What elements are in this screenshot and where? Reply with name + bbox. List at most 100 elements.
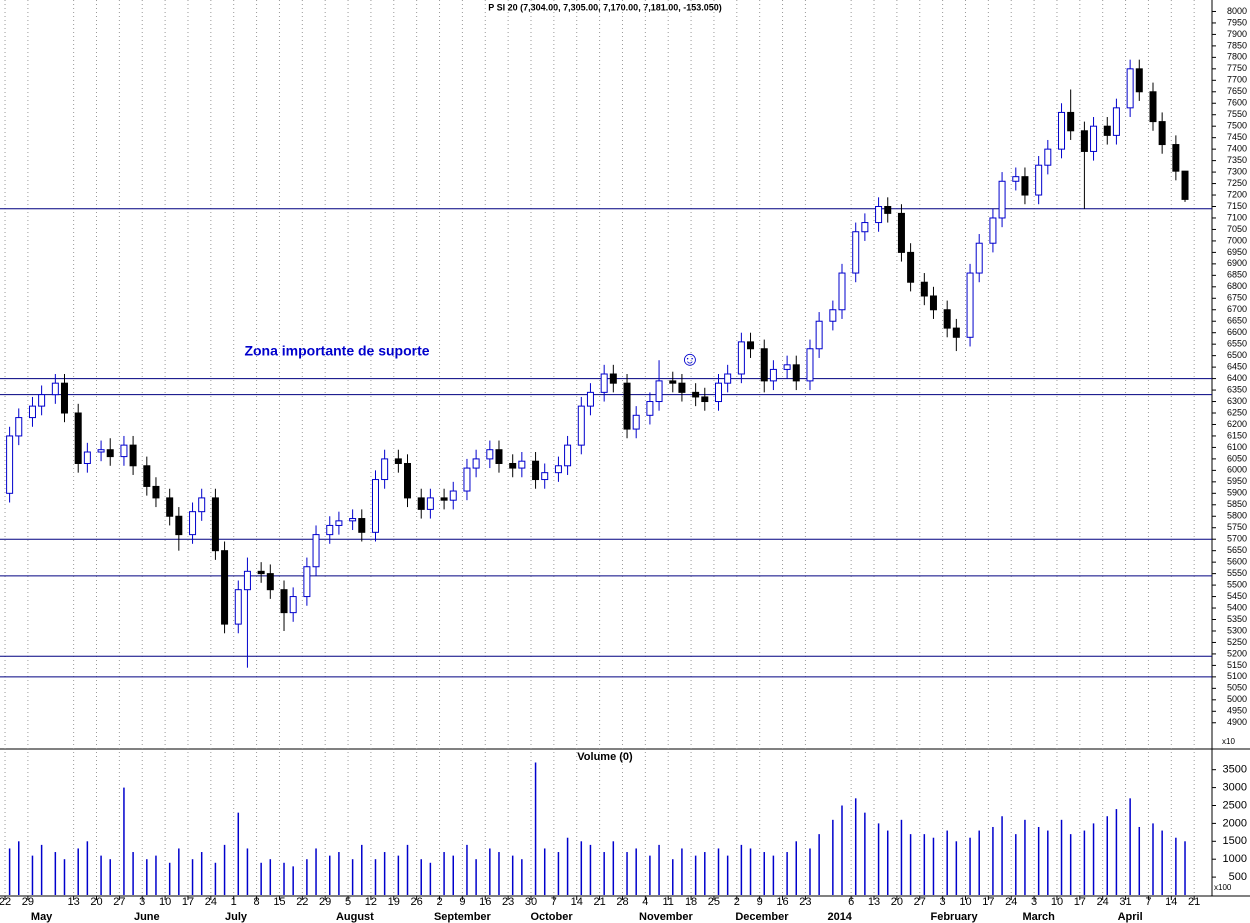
candle-body — [381, 458, 389, 481]
candle-body — [1058, 111, 1066, 150]
annotation: Zona importante de suporte — [244, 343, 429, 359]
month-label: October — [530, 911, 573, 923]
candle-body — [404, 462, 412, 499]
y-tick-label: 500 — [1229, 871, 1247, 883]
y-tick-label: 5100 — [1227, 671, 1247, 681]
y-tick-label: 6000 — [1227, 465, 1247, 475]
y-tick-label: 7450 — [1227, 132, 1247, 142]
month-label: December — [735, 911, 789, 923]
x-tick-label: 4 — [642, 896, 648, 908]
candle-body — [38, 394, 46, 407]
month-label: August — [336, 911, 374, 923]
y-tick-label: 6800 — [1227, 281, 1247, 291]
y-tick-label: 5350 — [1227, 614, 1247, 624]
month-label: November — [639, 911, 694, 923]
x-tick-label: 16 — [479, 896, 491, 908]
candle-body — [486, 449, 494, 460]
y-tick-label: 5000 — [1227, 694, 1247, 704]
candle-body — [426, 497, 434, 510]
y-tick-label: 4950 — [1227, 706, 1247, 716]
candle-body — [564, 444, 572, 467]
x-tick-label: 17 — [182, 896, 194, 908]
candle-body — [120, 444, 128, 458]
candle-body — [769, 368, 777, 382]
y-tick-label: 6350 — [1227, 384, 1247, 394]
x-tick-label: 1 — [231, 896, 237, 908]
y-tick-label: 5400 — [1227, 602, 1247, 612]
month-label: May — [31, 911, 53, 923]
y-tick-label: 5300 — [1227, 625, 1247, 635]
candle-body — [861, 222, 869, 233]
x-tick-label: 3 — [139, 896, 145, 908]
candle-body — [989, 217, 997, 244]
candle-body — [106, 449, 114, 458]
y-tick-label: 5050 — [1227, 683, 1247, 693]
candle-body — [358, 518, 366, 533]
x-tick-label: 24 — [1005, 896, 1017, 908]
candle-body — [1149, 91, 1157, 123]
x-tick-label: 14 — [1165, 896, 1177, 908]
x-tick-label: 7 — [1145, 896, 1151, 908]
candle-body — [884, 206, 892, 214]
candle-body — [129, 444, 137, 467]
candle-body — [747, 341, 755, 350]
y-tick-label: 6600 — [1227, 327, 1247, 337]
candle-body — [335, 520, 343, 526]
x-tick-label: 10 — [159, 896, 171, 908]
x-tick-label: 11 — [662, 896, 673, 908]
x-tick-label: 21 — [1188, 896, 1200, 908]
candle-body — [175, 515, 183, 536]
candle-body — [815, 320, 823, 350]
y-tick-label: 5650 — [1227, 545, 1247, 555]
y-tick-label: 6900 — [1227, 258, 1247, 268]
x-tick-label: 19 — [388, 896, 400, 908]
x-tick-label: 13 — [868, 896, 880, 908]
candle-body — [280, 589, 288, 614]
y-tick-label: 7550 — [1227, 109, 1247, 119]
candle-body — [541, 472, 549, 481]
x-tick-label: 15 — [273, 896, 285, 908]
y-tick-label: 2000 — [1223, 817, 1247, 829]
candle-body — [463, 467, 471, 492]
y-tick-label: 7100 — [1227, 212, 1247, 222]
y-tick-label: 6450 — [1227, 361, 1247, 371]
candle-body — [449, 490, 457, 501]
y-tick-label: 6250 — [1227, 407, 1247, 417]
candle-body — [998, 180, 1006, 219]
y-tick-label: 5550 — [1227, 568, 1247, 578]
y-tick-label: 6300 — [1227, 396, 1247, 406]
y-tick-label: 7850 — [1227, 40, 1247, 50]
candle-body — [51, 382, 59, 396]
x-tick-label: 21 — [593, 896, 605, 908]
y-tick-label: 6500 — [1227, 350, 1247, 360]
y-tick-label: 5750 — [1227, 522, 1247, 532]
x-tick-label: 10 — [1051, 896, 1063, 908]
x-tick-label: 25 — [708, 896, 720, 908]
month-label: September — [434, 911, 492, 923]
x-tick-label: 24 — [1097, 896, 1109, 908]
y-tick-label: 5200 — [1227, 648, 1247, 658]
candle-body — [1135, 68, 1143, 93]
candle-body — [907, 251, 915, 283]
y-tick-label: 7650 — [1227, 86, 1247, 96]
y-tick-label: 5850 — [1227, 499, 1247, 509]
candle-body — [600, 373, 608, 393]
month-label: March — [1022, 911, 1055, 923]
y-tick-label: 7350 — [1227, 155, 1247, 165]
y-tick-label: 3500 — [1223, 764, 1247, 776]
candle-body — [737, 341, 745, 375]
candle-body — [371, 479, 379, 533]
scale-note: x10 — [1222, 737, 1235, 746]
candle-body — [266, 573, 274, 591]
y-tick-label: 7500 — [1227, 121, 1247, 131]
x-tick-label: 5 — [345, 896, 351, 908]
x-tick-label: 20 — [90, 896, 102, 908]
candle-body — [609, 373, 617, 384]
candle-body — [349, 518, 357, 522]
y-tick-label: 7800 — [1227, 52, 1247, 62]
candle-body — [838, 272, 846, 311]
candle-body — [975, 242, 983, 274]
y-tick-label: 8000 — [1227, 6, 1247, 16]
